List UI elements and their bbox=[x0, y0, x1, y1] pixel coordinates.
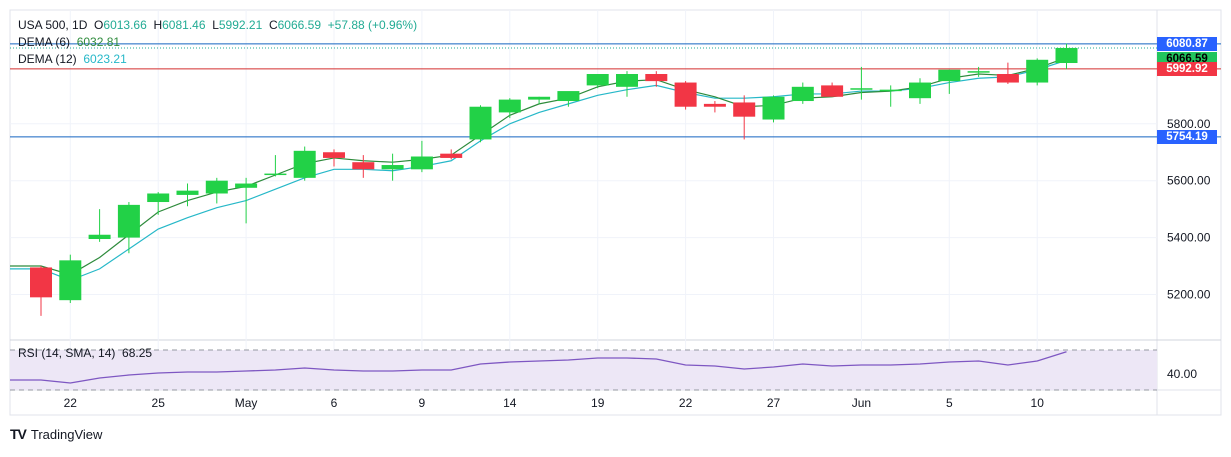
brand-name: TradingView bbox=[30, 426, 103, 442]
candle-up[interactable] bbox=[909, 82, 931, 99]
x-tick-label: 22 bbox=[64, 396, 78, 410]
candle-up[interactable] bbox=[762, 96, 785, 120]
rsi-legend[interactable]: RSI (14, SMA, 14) 68.25 bbox=[18, 346, 152, 360]
candle-up[interactable] bbox=[381, 165, 404, 170]
rsi-label: RSI (14, SMA, 14) bbox=[18, 346, 116, 360]
ohlc-legend: USA 500, 1D O6013.66 H6081.46 L5992.21 C… bbox=[18, 17, 417, 33]
candle-down[interactable] bbox=[674, 82, 697, 107]
candle-down[interactable] bbox=[352, 162, 375, 170]
candle-up[interactable] bbox=[205, 180, 228, 194]
candle-up[interactable] bbox=[498, 99, 521, 113]
dema6-label: DEMA (6) bbox=[18, 35, 71, 49]
candle-down[interactable] bbox=[821, 85, 844, 97]
x-tick-label: 5 bbox=[946, 396, 953, 410]
y-tick-label: 5600.00 bbox=[1167, 174, 1211, 188]
rsi-axis-label: 40.00 bbox=[1167, 367, 1197, 381]
change-value: +57.88 (+0.96%) bbox=[327, 18, 418, 32]
candle-up[interactable] bbox=[791, 86, 814, 102]
candle-up[interactable] bbox=[967, 71, 990, 73]
open-value: 6013.66 bbox=[103, 18, 147, 32]
x-tick-label: 14 bbox=[503, 396, 517, 410]
x-tick-label: 9 bbox=[419, 396, 426, 410]
candle-up[interactable] bbox=[938, 69, 961, 82]
close-value: 6066.59 bbox=[277, 18, 321, 32]
candle-up[interactable] bbox=[557, 91, 580, 102]
dema12-legend[interactable]: DEMA (12) 6023.21 bbox=[18, 51, 127, 67]
candle-up[interactable] bbox=[147, 193, 170, 203]
candle-up[interactable] bbox=[879, 89, 902, 92]
candle-up[interactable] bbox=[616, 74, 638, 87]
dema6-legend[interactable]: DEMA (6) 6032.81 bbox=[18, 34, 120, 50]
close-label: C bbox=[268, 18, 278, 32]
candle-up[interactable] bbox=[176, 190, 199, 195]
x-tick-label: 19 bbox=[591, 396, 605, 410]
candle-up[interactable] bbox=[850, 88, 873, 90]
y-tick-label: 5800.00 bbox=[1167, 117, 1211, 131]
price-tag-blue-line[interactable]: 5754.19 bbox=[1157, 129, 1217, 144]
candle-down[interactable] bbox=[703, 103, 726, 107]
candle-up[interactable] bbox=[586, 74, 609, 86]
candle-up[interactable] bbox=[469, 106, 492, 140]
x-tick-label: May bbox=[235, 396, 258, 410]
candle-down[interactable] bbox=[323, 152, 345, 158]
tradingview-brand[interactable]: TV TradingView bbox=[10, 426, 102, 442]
dema12-line bbox=[10, 59, 1067, 281]
candle-down[interactable] bbox=[733, 102, 756, 117]
tradingview-logo-icon: TV bbox=[10, 426, 27, 442]
x-tick-label: 25 bbox=[152, 396, 166, 410]
dema12-value: 6023.21 bbox=[83, 52, 127, 66]
candle-up[interactable] bbox=[88, 234, 111, 240]
x-tick-label: 22 bbox=[679, 396, 693, 410]
x-tick-label: 10 bbox=[1031, 396, 1045, 410]
candle-up[interactable] bbox=[1026, 59, 1049, 83]
x-tick-label: 6 bbox=[331, 396, 338, 410]
symbol-label[interactable]: USA 500, 1D bbox=[18, 18, 88, 32]
dema12-label: DEMA (12) bbox=[18, 52, 77, 66]
y-tick-label: 5200.00 bbox=[1167, 287, 1211, 301]
candle-up[interactable] bbox=[293, 150, 316, 178]
candle-up[interactable] bbox=[1055, 47, 1078, 64]
price-tag-red-line[interactable]: 5992.92 bbox=[1157, 61, 1217, 76]
x-tick-label: Jun bbox=[852, 396, 871, 410]
candle-up[interactable] bbox=[264, 173, 287, 176]
low-value: 5992.21 bbox=[218, 18, 263, 32]
candle-down[interactable] bbox=[30, 267, 52, 298]
x-tick-label: 27 bbox=[767, 396, 781, 410]
rsi-value: 68.25 bbox=[122, 346, 153, 360]
candle-down[interactable] bbox=[645, 74, 668, 82]
rsi-line bbox=[10, 351, 1067, 384]
candle-up[interactable] bbox=[59, 260, 82, 301]
chart-frame bbox=[9, 9, 1222, 416]
y-tick-label: 5400.00 bbox=[1167, 231, 1211, 245]
dema6-line bbox=[10, 56, 1067, 276]
low-label: L bbox=[212, 18, 219, 32]
open-label: O bbox=[94, 18, 104, 32]
candle-down[interactable] bbox=[996, 74, 1019, 83]
rsi-band bbox=[10, 350, 1157, 390]
candle-up[interactable] bbox=[410, 156, 433, 170]
candle-up[interactable] bbox=[235, 183, 258, 188]
candle-down[interactable] bbox=[440, 153, 463, 158]
candle-up[interactable] bbox=[528, 96, 551, 100]
high-label: H bbox=[153, 18, 163, 32]
high-value: 6081.46 bbox=[162, 18, 206, 32]
price-tag-high-line[interactable]: 6080.87 bbox=[1157, 36, 1217, 51]
candle-up[interactable] bbox=[117, 204, 140, 238]
dema6-value: 6032.81 bbox=[76, 35, 121, 49]
